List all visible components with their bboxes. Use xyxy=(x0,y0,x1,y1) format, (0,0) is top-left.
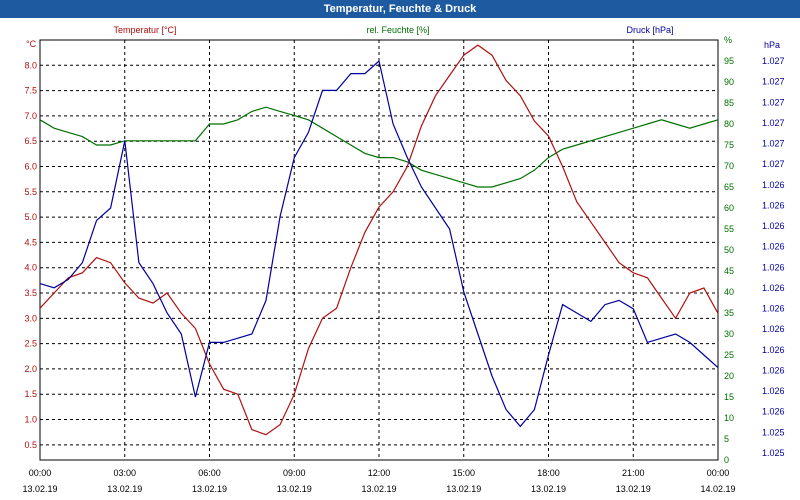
left-tick-label: 3.0 xyxy=(24,313,37,323)
humidity-tick-label: 95 xyxy=(724,56,734,66)
chart-title: Temperatur, Feuchte & Druck xyxy=(0,0,800,18)
humidity-tick-label: 10 xyxy=(724,413,734,423)
x-tick-date-label: 13.02.19 xyxy=(277,484,312,494)
humidity-tick-label: 20 xyxy=(724,371,734,381)
pressure-tick-label: 1.026 xyxy=(762,407,785,417)
humidity-tick-label: 15 xyxy=(724,392,734,402)
x-tick-date-label: 13.02.19 xyxy=(446,484,481,494)
x-tick-time-label: 00:00 xyxy=(29,468,52,478)
pressure-tick-label: 1.026 xyxy=(762,221,785,231)
pressure-tick-label: 1.026 xyxy=(762,386,785,396)
temperature-series-line xyxy=(39,44,719,436)
left-tick-label: 1.5 xyxy=(24,389,37,399)
pressure-series-line xyxy=(39,59,719,428)
pressure-tick-label: 1.025 xyxy=(762,427,785,437)
left-tick-label: 5.5 xyxy=(24,187,37,197)
x-tick-date-label: 13.02.19 xyxy=(22,484,57,494)
x-tick-time-label: 03:00 xyxy=(113,468,136,478)
x-tick-time-label: 21:00 xyxy=(622,468,645,478)
pressure-tick-label: 1.026 xyxy=(762,365,785,375)
pressure-tick-label: 1.026 xyxy=(762,304,785,314)
x-tick-date-label: 14.02.19 xyxy=(700,484,735,494)
pressure-axis-unit: hPa xyxy=(764,40,780,50)
left-tick-label: 4.0 xyxy=(24,263,37,273)
humidity-tick-label: 90 xyxy=(724,77,734,87)
pressure-tick-label: 1.027 xyxy=(762,139,785,149)
left-tick-label: 7.5 xyxy=(24,86,37,96)
humidity-axis-title: rel. Feuchte [%] xyxy=(366,25,429,35)
pressure-tick-label: 1.027 xyxy=(762,118,785,128)
pressure-tick-label: 1.026 xyxy=(762,242,785,252)
pressure-tick-label: 1.027 xyxy=(762,159,785,169)
left-tick-label: 4.5 xyxy=(24,237,37,247)
humidity-tick-label: 80 xyxy=(724,119,734,129)
humidity-series-line xyxy=(39,106,719,188)
left-tick-label: 7.0 xyxy=(24,111,37,121)
pressure-tick-label: 1.026 xyxy=(762,345,785,355)
left-tick-label: 1.0 xyxy=(24,415,37,425)
left-tick-label: 5.0 xyxy=(24,212,37,222)
left-tick-label: 3.5 xyxy=(24,288,37,298)
left-tick-label: 2.0 xyxy=(24,364,37,374)
pressure-tick-label: 1.026 xyxy=(762,262,785,272)
humidity-tick-label: 65 xyxy=(724,182,734,192)
humidity-tick-label: 5 xyxy=(724,434,729,444)
humidity-tick-label: 25 xyxy=(724,350,734,360)
pressure-tick-label: 1.026 xyxy=(762,180,785,190)
x-tick-date-label: 13.02.19 xyxy=(361,484,396,494)
temperature-axis-title: Temperatur [°C] xyxy=(113,25,176,35)
x-tick-time-label: 06:00 xyxy=(198,468,221,478)
left-tick-label: 2.5 xyxy=(24,339,37,349)
pressure-tick-label: 1.025 xyxy=(762,448,785,458)
humidity-tick-label: 55 xyxy=(724,224,734,234)
left-tick-label: 8.0 xyxy=(24,60,37,70)
x-tick-time-label: 12:00 xyxy=(368,468,391,478)
pressure-tick-label: 1.026 xyxy=(762,200,785,210)
left-axis-unit: °C xyxy=(26,39,37,49)
left-tick-label: 0.5 xyxy=(24,440,37,450)
x-tick-date-label: 13.02.19 xyxy=(192,484,227,494)
humidity-tick-label: 50 xyxy=(724,245,734,255)
humidity-tick-label: 40 xyxy=(724,287,734,297)
pressure-tick-label: 1.027 xyxy=(762,56,785,66)
x-tick-time-label: 15:00 xyxy=(452,468,475,478)
pressure-tick-label: 1.026 xyxy=(762,283,785,293)
humidity-tick-label: 35 xyxy=(724,308,734,318)
humidity-tick-label: % xyxy=(724,35,732,45)
left-tick-label: 6.5 xyxy=(24,136,37,146)
humidity-tick-label: 0 xyxy=(724,455,729,465)
x-tick-time-label: 00:00 xyxy=(707,468,730,478)
humidity-tick-label: 30 xyxy=(724,329,734,339)
humidity-tick-label: 60 xyxy=(724,203,734,213)
humidity-tick-label: 45 xyxy=(724,266,734,276)
pressure-axis-title: Druck [hPa] xyxy=(626,25,673,35)
pressure-tick-label: 1.027 xyxy=(762,97,785,107)
pressure-tick-label: 1.027 xyxy=(762,77,785,87)
x-tick-date-label: 13.02.19 xyxy=(531,484,566,494)
pressure-tick-label: 1.026 xyxy=(762,324,785,334)
humidity-tick-label: 85 xyxy=(724,98,734,108)
x-tick-time-label: 18:00 xyxy=(537,468,560,478)
humidity-tick-label: 75 xyxy=(724,140,734,150)
left-tick-label: 6.0 xyxy=(24,162,37,172)
x-tick-time-label: 09:00 xyxy=(283,468,306,478)
humidity-tick-label: 70 xyxy=(724,161,734,171)
x-tick-date-label: 13.02.19 xyxy=(107,484,142,494)
x-tick-date-label: 13.02.19 xyxy=(616,484,651,494)
